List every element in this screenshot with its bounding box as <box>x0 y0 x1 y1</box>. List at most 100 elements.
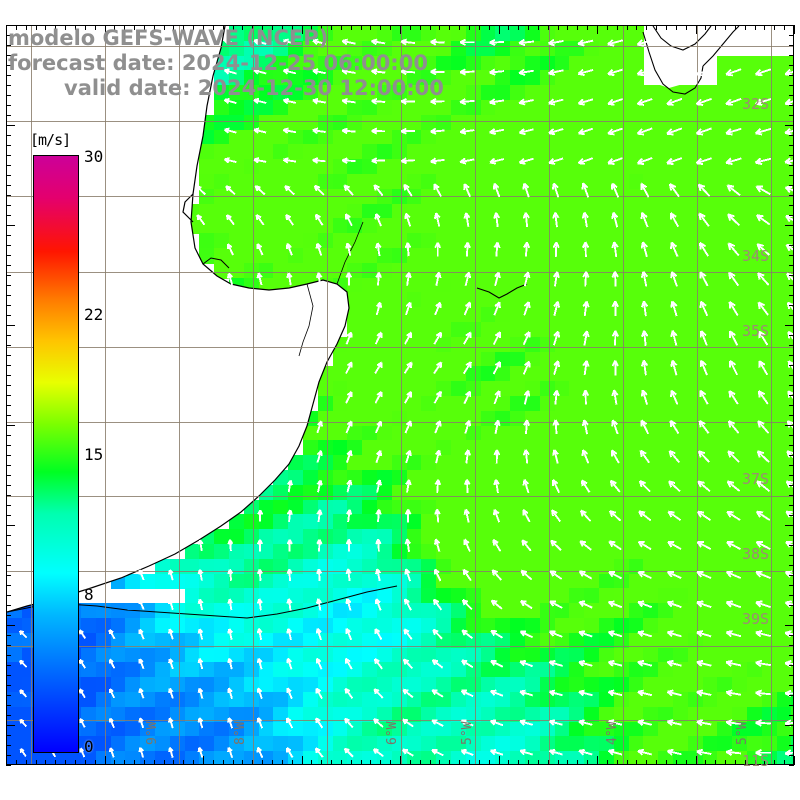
raster-cell <box>451 292 467 309</box>
raster-cell <box>465 40 482 57</box>
raster-cell <box>303 129 319 146</box>
raster-cell <box>332 85 349 101</box>
raster-cell <box>613 159 630 175</box>
raster-cell <box>791 233 793 249</box>
raster-cell <box>776 277 793 294</box>
raster-cell <box>273 159 290 175</box>
raster-cell <box>673 144 689 161</box>
raster-cell <box>628 277 645 294</box>
raster-cell <box>584 248 600 264</box>
raster-cell <box>791 159 793 175</box>
raster-cell <box>406 144 423 161</box>
raster-cell <box>288 159 304 175</box>
raster-cell <box>747 277 763 294</box>
raster-cell <box>243 70 260 87</box>
raster-cell <box>243 40 260 57</box>
raster-cell <box>436 85 452 101</box>
raster-cell <box>554 40 571 57</box>
raster-cell <box>495 55 512 72</box>
raster-cell <box>761 144 778 161</box>
raster-cell <box>673 336 689 353</box>
raster-cell <box>406 277 423 294</box>
raster-cell <box>317 129 334 146</box>
raster-cell <box>465 159 482 175</box>
raster-cell <box>303 159 319 175</box>
raster-cell <box>347 277 364 294</box>
raster-cell <box>658 114 674 131</box>
raster-cell <box>436 114 452 131</box>
raster-cell <box>510 218 526 235</box>
raster-cell <box>495 366 512 383</box>
raster-cell <box>687 218 704 235</box>
raster-cell <box>332 70 349 87</box>
map-canvas[interactable] <box>6 25 794 765</box>
raster-cell <box>258 129 275 146</box>
raster-cell <box>525 129 541 146</box>
raster-cell <box>613 40 630 57</box>
raster-cell <box>288 100 304 116</box>
raster-cell <box>569 336 586 353</box>
raster-cell <box>391 292 408 309</box>
raster-cell <box>761 55 778 72</box>
raster-cell <box>377 40 393 57</box>
raster-cell <box>643 114 660 131</box>
raster-cell <box>687 144 704 161</box>
colorbar[interactable] <box>33 155 79 753</box>
raster-cell <box>732 203 748 220</box>
raster-cell <box>673 248 689 264</box>
raster-cell <box>347 174 364 190</box>
raster-cell <box>584 70 600 87</box>
raster-cell <box>421 381 438 397</box>
raster-cell <box>406 129 423 146</box>
raster-cell <box>451 233 467 249</box>
raster-cell <box>554 307 571 323</box>
raster-cell <box>451 381 467 397</box>
latitude-tick-label: 35S <box>742 322 770 340</box>
colorbar-unit-label: [m/s] <box>30 131 71 149</box>
raster-cell <box>791 336 793 353</box>
raster-cell <box>317 262 334 279</box>
raster-cell <box>613 218 630 235</box>
raster-cell <box>539 233 556 249</box>
raster-cell <box>391 218 408 235</box>
raster-cell <box>480 262 497 279</box>
raster-cell <box>495 85 512 101</box>
raster-cell <box>406 203 423 220</box>
raster-cell <box>199 248 216 264</box>
raster-cell <box>332 366 349 383</box>
raster-cell <box>229 144 245 161</box>
raster-cell <box>554 366 571 383</box>
raster-cell <box>539 322 556 338</box>
raster-cell <box>791 218 793 235</box>
raster-cell <box>436 70 452 87</box>
raster-cell <box>584 55 600 72</box>
raster-cell <box>288 174 304 190</box>
raster-cell <box>480 248 497 264</box>
raster-cell <box>539 248 556 264</box>
raster-cell <box>747 85 763 101</box>
raster-cell <box>525 114 541 131</box>
longitude-tick-label: 8°W <box>233 721 248 745</box>
raster-cell <box>761 114 778 131</box>
raster-cell <box>791 292 793 309</box>
raster-cell <box>687 336 704 353</box>
raster-cell <box>421 203 438 220</box>
raster-cell <box>421 292 438 309</box>
raster-cell <box>539 336 556 353</box>
raster-cell <box>347 262 364 279</box>
raster-cell <box>628 55 645 72</box>
raster-cell <box>599 248 615 264</box>
raster-cell <box>658 292 674 309</box>
raster-cell <box>732 336 748 353</box>
raster-cell <box>391 85 408 101</box>
raster-cell <box>702 114 719 131</box>
raster-cell <box>510 248 526 264</box>
raster-cell <box>569 351 586 368</box>
raster-cell <box>599 203 615 220</box>
raster-cell <box>273 26 290 42</box>
raster-cell <box>421 351 438 368</box>
raster-cell <box>702 366 719 383</box>
raster-cell <box>317 381 334 397</box>
raster-cell <box>539 218 556 235</box>
raster-cell <box>791 174 793 190</box>
